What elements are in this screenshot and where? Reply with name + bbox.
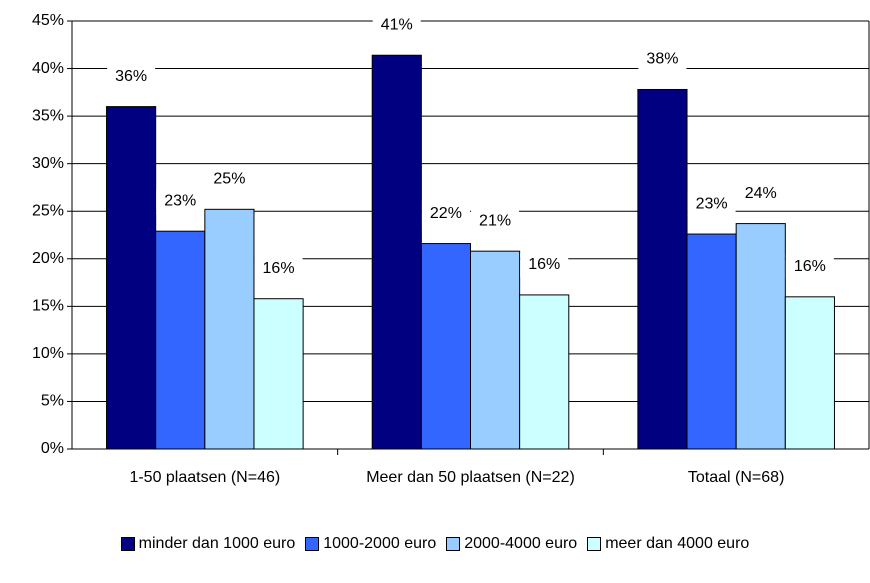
value-label: 38% [646,51,678,68]
bar [155,230,206,450]
bar [735,223,786,450]
y-tick-label: 15% [32,298,64,315]
label-bg [785,254,834,279]
label-bg [638,47,687,72]
value-label: 16% [528,256,560,273]
y-tick-label: 0% [41,440,64,457]
value-label: 25% [213,171,245,188]
label-bg [107,64,156,89]
legend-swatch [587,537,602,551]
legend-swatch [446,537,461,551]
y-tick-label: 40% [32,60,64,77]
y-tick-label: 30% [32,155,64,172]
value-label: 16% [263,260,295,277]
label-bg [520,252,569,277]
y-tick-label: 45% [32,12,64,29]
value-label: 23% [164,192,196,209]
legend-item: minder dan 1000 euro [120,535,296,553]
bar [637,88,688,450]
label-bg [687,192,736,217]
label-bg [471,209,520,234]
bar [371,54,422,450]
bar [519,294,570,450]
x-tick-label: Meer dan 50 plaatsen (N=22) [366,469,575,486]
value-label: 22% [430,205,462,222]
bar [106,106,157,450]
legend-label: 2000-4000 euro [464,535,578,552]
legend-label: minder dan 1000 euro [138,535,296,552]
label-bg [736,181,785,206]
value-label: 21% [479,212,511,229]
bar [253,298,304,450]
legend-item: 1000-2000 euro [305,535,436,553]
legend-item: 2000-4000 euro [446,535,577,553]
bar [686,233,737,450]
legend: minder dan 1000 euro 1000-2000 euro 2000-4… [0,535,870,553]
y-tick-label: 25% [32,202,64,219]
label-bg [421,201,470,226]
legend-item: meer dan 4000 euro [587,535,749,553]
label-bg [205,167,254,192]
bar [470,250,521,450]
value-label: 41% [381,16,413,33]
value-label: 23% [696,195,728,212]
label-bg [254,256,303,281]
legend-swatch [120,537,135,551]
bar [420,243,471,450]
legend-label: 1000-2000 euro [323,535,437,552]
y-tick-label: 20% [32,250,64,267]
x-tick-label: 1-50 plaatsen (N=46) [129,469,281,486]
y-tick-label: 5% [41,393,64,410]
y-tick-label: 10% [32,345,64,362]
label-bg [372,13,421,38]
value-label: 36% [115,68,147,85]
y-tick-label: 35% [32,107,64,124]
bar [784,296,835,450]
value-label: 16% [794,258,826,275]
bar [204,208,255,450]
x-tick-label: Totaal (N=68) [687,469,785,486]
value-label: 24% [745,185,777,202]
legend-swatch [305,537,320,551]
legend-label: meer dan 4000 euro [605,535,750,552]
label-bg [156,189,205,214]
